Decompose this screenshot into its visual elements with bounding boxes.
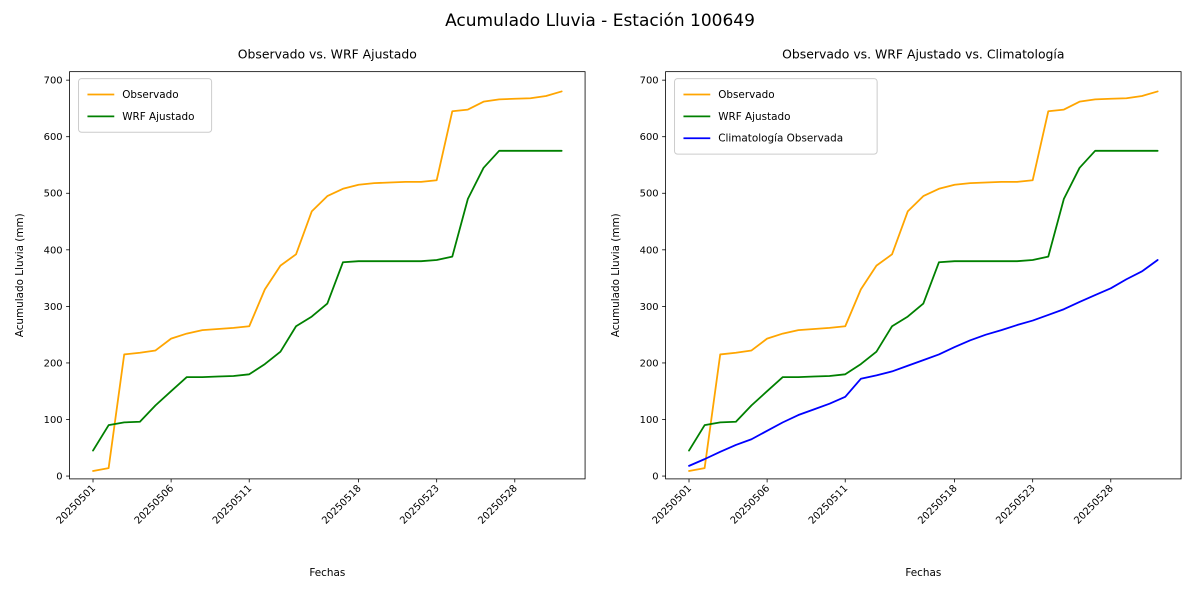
legend xyxy=(78,78,213,133)
series-line-climatologia-observada xyxy=(688,259,1159,467)
y-tick-label: 0 xyxy=(652,472,658,483)
figure-title: Acumulado Lluvia - Estación 100649 xyxy=(445,11,755,31)
x-tick-label: 20250523 xyxy=(994,483,1037,526)
y-tick-label: 700 xyxy=(44,76,63,87)
y-tick-label: 400 xyxy=(640,245,659,256)
y-tick-label: 100 xyxy=(44,415,63,426)
legend-label-wrf-ajustado: WRF Ajustado xyxy=(718,111,790,123)
charts-row: Observado vs. WRF Ajustado 0 100 200 300 400 5… xyxy=(0,40,1200,592)
y-axis-label: Acumulado Lluvia (mm) xyxy=(610,213,622,337)
x-tick-label: 20250506 xyxy=(729,483,772,526)
plot-border xyxy=(665,71,1182,480)
x-tick-label: 20250528 xyxy=(1072,483,1115,526)
y-tick-label: 300 xyxy=(640,302,659,313)
plot-border xyxy=(69,71,586,480)
x-tick-label: 20250506 xyxy=(133,483,176,526)
y-tick-label: 100 xyxy=(640,415,659,426)
y-tick-label: 200 xyxy=(640,358,659,369)
y-tick-label: 500 xyxy=(44,189,63,200)
y-tick-label: 700 xyxy=(640,76,659,87)
y-tick-label: 600 xyxy=(640,132,659,143)
chart-observado-vs-wrf: Observado vs. WRF Ajustado 0 100 200 300 400 5… xyxy=(14,47,586,579)
x-tick-label: 20250523 xyxy=(398,483,441,526)
x-axis-label: Fechas xyxy=(309,567,345,579)
x-tick-label: 20250528 xyxy=(476,483,519,526)
series-line-wrf-ajustado xyxy=(92,149,563,452)
chart-title: Observado vs. WRF Ajustado xyxy=(238,47,417,62)
y-tick-label: 600 xyxy=(44,132,63,143)
y-tick-label: 400 xyxy=(44,245,63,256)
x-tick-label: 20250501 xyxy=(651,483,694,526)
x-tick-label: 20250511 xyxy=(807,483,850,526)
chart-title: Observado vs. WRF Ajustado vs. Climatolo… xyxy=(782,47,1064,62)
y-tick-label: 500 xyxy=(640,189,659,200)
x-axis-label: Fechas xyxy=(905,567,941,579)
x-tick-label: 20250511 xyxy=(211,483,254,526)
x-tick-label: 20250501 xyxy=(55,483,98,526)
series-line-observado xyxy=(92,90,563,472)
legend-label-climatologia-observada: Climatología Observada xyxy=(718,133,843,145)
legend-label-wrf-ajustado: WRF Ajustado xyxy=(122,111,194,123)
legend-label-observado: Observado xyxy=(718,89,774,101)
x-tick-label: 20250518 xyxy=(916,483,959,526)
series-line-wrf-ajustado xyxy=(688,149,1159,452)
y-tick-label: 300 xyxy=(44,302,63,313)
y-tick-label: 200 xyxy=(44,358,63,369)
chart-observado-vs-wrf-vs-climatologia: Observado vs. WRF Ajustado vs. Climatolo… xyxy=(610,47,1182,579)
y-axis-label: Acumulado Lluvia (mm) xyxy=(14,213,26,337)
y-tick-label: 0 xyxy=(56,472,62,483)
series-line-observado xyxy=(688,90,1159,472)
legend xyxy=(674,78,878,155)
legend-label-observado: Observado xyxy=(122,89,178,101)
x-tick-label: 20250518 xyxy=(320,483,363,526)
